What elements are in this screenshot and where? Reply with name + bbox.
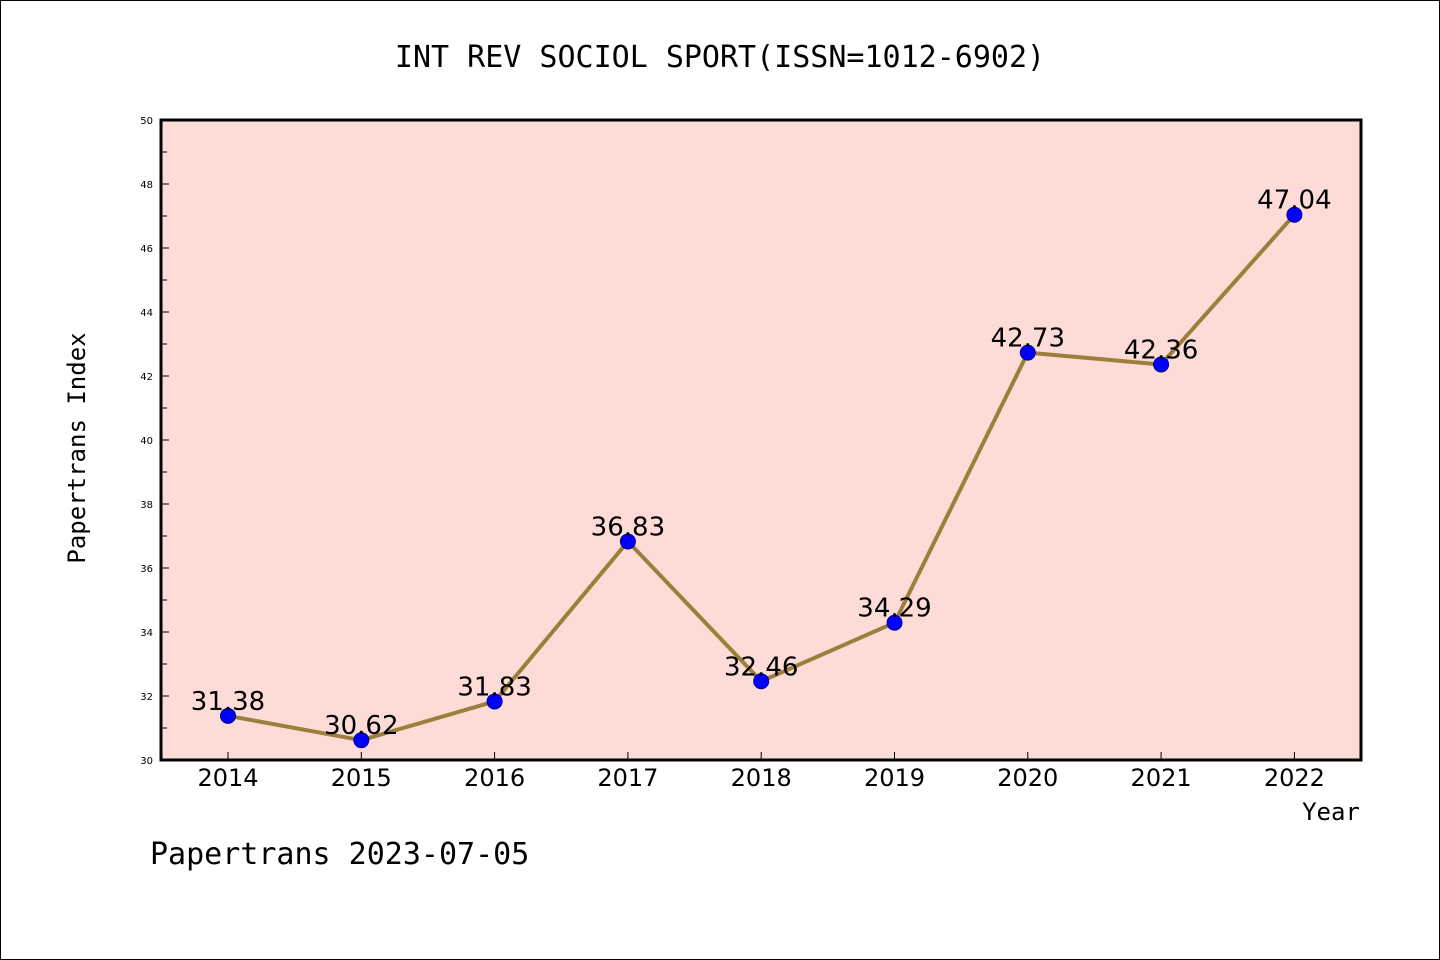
data-point xyxy=(619,533,636,550)
y-tick-label: 44 xyxy=(140,308,153,319)
data-point xyxy=(886,614,903,631)
data-label: 34.29 xyxy=(857,594,931,624)
x-tick-label: 2019 xyxy=(864,764,925,792)
data-label: 47.04 xyxy=(1257,186,1331,216)
data-point xyxy=(486,693,503,710)
plot-area xyxy=(161,120,1361,760)
chart-title: INT REV SOCIOL SPORT(ISSN=1012-6902) xyxy=(395,40,1045,75)
data-point xyxy=(1153,356,1170,373)
y-tick-label: 30 xyxy=(140,756,153,767)
x-tick-label: 2017 xyxy=(597,764,658,792)
y-tick-label: 42 xyxy=(140,372,153,383)
data-label: 31.83 xyxy=(457,672,531,702)
x-tick-label: 2022 xyxy=(1264,764,1325,792)
y-tick-label: 36 xyxy=(140,564,153,575)
x-tick-label: 2015 xyxy=(331,764,392,792)
x-tick-label: 2014 xyxy=(197,764,258,792)
y-tick-label: 48 xyxy=(140,180,153,191)
y-tick-label: 50 xyxy=(140,116,153,127)
y-tick-label: 46 xyxy=(140,244,153,255)
data-point xyxy=(753,673,770,690)
data-label: 36.83 xyxy=(591,512,665,542)
y-tick-label: 40 xyxy=(140,436,153,447)
x-tick-label: 2021 xyxy=(1131,764,1192,792)
data-label: 32.46 xyxy=(724,652,798,682)
y-tick-label: 34 xyxy=(140,628,153,639)
plot-border xyxy=(159,118,1363,762)
data-label: 31.38 xyxy=(191,687,265,717)
data-point xyxy=(353,732,370,749)
x-tick-label: 2018 xyxy=(731,764,792,792)
chart-marks: 30 32 34 36 38 40 42 44 46 48 50 2014 2015 2016 2017 20… xyxy=(140,116,1331,792)
footer-text: Papertrans 2023-07-05 xyxy=(150,837,529,872)
y-axis-label: Papertrans Index xyxy=(63,332,91,563)
data-point xyxy=(1019,344,1036,361)
data-label: 42.73 xyxy=(991,324,1065,354)
data-label: 42.36 xyxy=(1124,335,1198,365)
x-tick-label: 2016 xyxy=(464,764,525,792)
x-tick-label: 2020 xyxy=(997,764,1058,792)
y-tick-label: 32 xyxy=(140,692,153,703)
x-axis-label: Year xyxy=(1302,798,1360,826)
data-point xyxy=(1286,206,1303,223)
data-label: 30.62 xyxy=(324,711,398,741)
y-tick-label: 38 xyxy=(140,500,153,511)
data-point xyxy=(220,707,236,724)
